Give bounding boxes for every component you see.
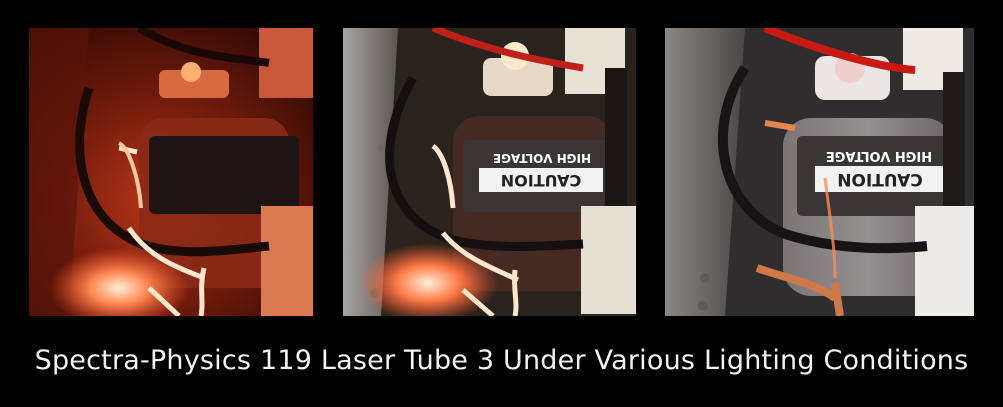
label-high-voltage: HIGH VOLTAGE	[826, 148, 932, 163]
label-caution: CAUTION	[501, 171, 581, 190]
laser-tube-photo-dim: HIGH VOLTAGE CAUTION	[343, 28, 636, 316]
caution-label: HIGH VOLTAGE CAUTION	[797, 136, 963, 216]
caution-label	[149, 136, 299, 214]
caution-label: HIGH VOLTAGE CAUTION	[463, 140, 621, 212]
label-caution: CAUTION	[837, 169, 923, 189]
photo-bright-lighting: HIGH VOLTAGE CAUTION	[665, 28, 974, 316]
image-caption: Spectra-Physics 119 Laser Tube 3 Under V…	[34, 345, 969, 376]
label-high-voltage: HIGH VOLTAGE	[493, 151, 591, 165]
photo-dim-lighting: HIGH VOLTAGE CAUTION	[343, 28, 636, 316]
photo-dark-lighting	[29, 28, 313, 316]
laser-tube-photo-dark	[29, 28, 313, 316]
laser-tube-photo-bright: HIGH VOLTAGE CAUTION	[665, 28, 974, 316]
